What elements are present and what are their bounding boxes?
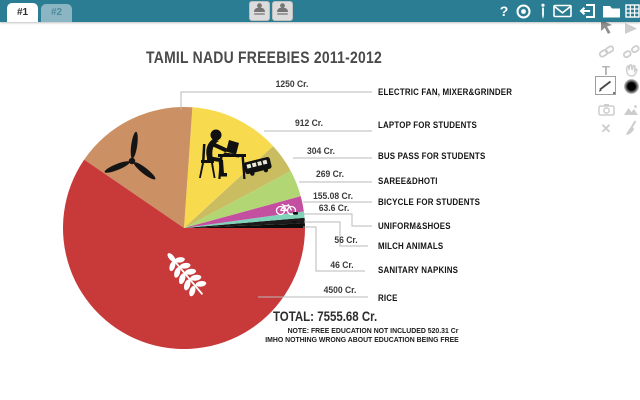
export-icon[interactable] <box>578 0 596 22</box>
tab-1[interactable]: #1 <box>7 3 38 22</box>
unlink-icon[interactable] <box>622 42 640 60</box>
user-avatar-1[interactable] <box>249 1 270 21</box>
pie-slice-6 <box>184 217 305 228</box>
bus-icon <box>243 156 272 176</box>
wheat-icon <box>167 253 207 297</box>
person-with-laptop-icon <box>199 129 246 179</box>
select-tool-icon[interactable] <box>597 18 615 36</box>
tab-2[interactable]: #2 <box>41 4 72 22</box>
grid-icon[interactable] <box>624 0 640 22</box>
person-icon <box>277 3 288 12</box>
slice-value: 269 Cr. <box>315 169 345 180</box>
slice-label: ELECTRIC FAN, MIXER&GRINDER <box>378 87 513 97</box>
text-tool-icon[interactable]: T <box>602 62 610 78</box>
pan-hand-icon[interactable] <box>622 61 640 79</box>
pie-slice-3 <box>184 171 301 228</box>
pie-slices <box>62 106 305 349</box>
record-icon[interactable] <box>514 0 532 22</box>
slice-label: BUS PASS FOR STUDENTS <box>378 151 486 161</box>
chart-title: TAMIL NADU FREEBIES 2011-2012 <box>146 48 382 67</box>
leader-lines <box>180 91 372 298</box>
slice-label: BICYCLE FOR STUDENTS <box>378 197 481 207</box>
help-icon[interactable]: ? <box>499 3 509 19</box>
slice-value: 1250 Cr. <box>275 79 309 90</box>
slice-value: 304 Cr. <box>306 146 336 157</box>
user-avatar-2[interactable] <box>272 1 293 21</box>
chart-total: TOTAL: 7555.68 Cr. <box>273 309 378 324</box>
ceiling-fan-icon <box>104 131 156 180</box>
slice-label: LAPTOP FOR STUDENTS <box>378 120 477 130</box>
pen-tool-icon[interactable] <box>595 76 616 95</box>
avatar-name <box>277 13 288 15</box>
chart-note-2: IMHO NOTHING WRONG ABOUT EDUCATION BEING… <box>265 335 459 344</box>
link-icon[interactable] <box>597 42 615 60</box>
slice-label: UNIFORM&SHOES <box>378 221 451 231</box>
chart-note-1: NOTE: FREE EDUCATION NOT INCLUDED 520.31… <box>287 326 459 335</box>
image-icon[interactable] <box>622 101 640 119</box>
pie-slice-8 <box>62 159 305 349</box>
brush-size-icon[interactable] <box>624 79 639 94</box>
slice-value: 46 Cr. <box>330 260 354 271</box>
avatar-name <box>254 13 265 15</box>
pie-slice-5 <box>184 211 305 228</box>
folder-icon[interactable] <box>601 0 621 22</box>
slice-value: 155.08 Cr. <box>313 191 353 202</box>
slice-label: MILCH ANIMALS <box>378 241 444 251</box>
slice-value: 56 Cr. <box>334 235 358 246</box>
camera-icon[interactable] <box>597 100 615 118</box>
play-tool-icon[interactable] <box>622 19 640 37</box>
pie-slice-1 <box>184 107 274 228</box>
top-bar: #1 #2 ? <box>0 0 640 22</box>
slice-label: RICE <box>378 293 398 303</box>
shoes-icon <box>293 212 298 215</box>
stylus-icon[interactable] <box>538 0 547 22</box>
slice-value: 912 Cr. <box>294 118 324 129</box>
cattle-icon <box>291 221 297 224</box>
eraser-broom-icon[interactable] <box>622 119 640 137</box>
pen-options-dot[interactable] <box>613 92 615 94</box>
delete-tool-icon[interactable]: ✕ <box>600 120 612 136</box>
pie-slice-4 <box>184 196 304 228</box>
slice-label: SAREE&DHOTI <box>378 176 438 186</box>
bicycle-icon <box>275 203 297 216</box>
slice-value: 4500 Cr. <box>323 285 357 296</box>
slice-label: SANITARY NAPKINS <box>378 265 459 275</box>
pie-slice-7 <box>184 223 305 228</box>
slice-value: 63.6 Cr. <box>318 203 350 214</box>
mail-icon[interactable] <box>552 0 572 22</box>
person-icon <box>254 3 265 12</box>
